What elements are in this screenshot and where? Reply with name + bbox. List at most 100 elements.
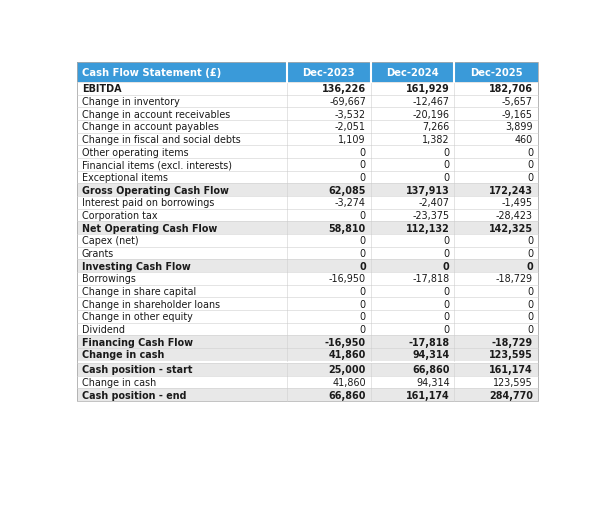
Bar	[371, 171, 454, 184]
Bar	[454, 272, 538, 285]
Bar	[287, 196, 371, 209]
Text: -18,729: -18,729	[492, 337, 533, 347]
Bar	[77, 95, 287, 108]
Bar	[371, 260, 454, 272]
Text: EBITDA: EBITDA	[82, 84, 122, 94]
Bar	[454, 222, 538, 234]
Bar	[454, 335, 538, 348]
Text: Net Operating Cash Flow: Net Operating Cash Flow	[82, 223, 217, 233]
Bar	[287, 376, 371, 388]
Bar	[371, 348, 454, 361]
Text: 284,770: 284,770	[489, 390, 533, 400]
Text: 0: 0	[360, 248, 366, 259]
Text: 0: 0	[360, 312, 366, 322]
Text: -69,667: -69,667	[329, 97, 366, 107]
Text: Change in shareholder loans: Change in shareholder loans	[82, 299, 220, 309]
Text: 62,085: 62,085	[329, 185, 366, 195]
Bar	[77, 247, 287, 260]
Text: -17,818: -17,818	[412, 274, 450, 284]
Bar	[287, 209, 371, 222]
Text: Change in account receivables: Change in account receivables	[82, 110, 230, 119]
Bar	[371, 247, 454, 260]
Text: -1,495: -1,495	[502, 198, 533, 208]
Text: 1,109: 1,109	[338, 135, 366, 144]
Bar	[454, 260, 538, 272]
Text: Financial items (excl. interests): Financial items (excl. interests)	[82, 160, 232, 170]
Text: 137,913: 137,913	[406, 185, 450, 195]
Bar	[77, 159, 287, 171]
Bar	[77, 222, 287, 234]
Bar	[454, 108, 538, 121]
Text: Borrowings: Borrowings	[82, 274, 136, 284]
Bar	[454, 209, 538, 222]
Bar	[77, 335, 287, 348]
Text: 0: 0	[527, 147, 533, 157]
Bar	[287, 159, 371, 171]
Text: 0: 0	[527, 160, 533, 170]
Bar	[287, 272, 371, 285]
Text: 0: 0	[443, 236, 450, 246]
Bar	[77, 323, 287, 335]
Text: Investing Cash Flow: Investing Cash Flow	[82, 261, 191, 271]
Bar	[287, 146, 371, 159]
Text: 0: 0	[360, 147, 366, 157]
Bar	[454, 323, 538, 335]
Bar	[77, 272, 287, 285]
Text: -9,165: -9,165	[502, 110, 533, 119]
Bar	[77, 121, 287, 133]
Text: Capex (net): Capex (net)	[82, 236, 139, 246]
Bar	[371, 83, 454, 95]
Bar	[454, 63, 538, 83]
Text: 161,174: 161,174	[489, 365, 533, 374]
Text: Financing Cash Flow: Financing Cash Flow	[82, 337, 193, 347]
Text: 66,860: 66,860	[328, 390, 366, 400]
Text: Cash position - end: Cash position - end	[82, 390, 187, 400]
Text: 0: 0	[443, 312, 450, 322]
Bar	[454, 234, 538, 247]
Bar	[454, 363, 538, 376]
Text: 0: 0	[360, 299, 366, 309]
Text: 0: 0	[360, 160, 366, 170]
Bar	[77, 361, 538, 363]
Text: -16,950: -16,950	[325, 337, 366, 347]
Text: Change in inventory: Change in inventory	[82, 97, 180, 107]
Bar	[77, 83, 287, 95]
Bar	[454, 388, 538, 401]
Text: 41,860: 41,860	[332, 377, 366, 387]
Text: Change in account payables: Change in account payables	[82, 122, 219, 132]
Bar	[454, 159, 538, 171]
Text: -20,196: -20,196	[413, 110, 450, 119]
Bar	[454, 348, 538, 361]
Bar	[77, 310, 287, 323]
Bar	[371, 209, 454, 222]
Text: 0: 0	[527, 324, 533, 334]
Text: 3,899: 3,899	[505, 122, 533, 132]
Bar	[77, 171, 287, 184]
Bar	[77, 285, 287, 297]
Text: Dec-2024: Dec-2024	[386, 68, 439, 78]
Bar	[77, 388, 287, 401]
Text: 0: 0	[443, 261, 450, 271]
Text: Exceptional items: Exceptional items	[82, 173, 168, 182]
Bar	[371, 272, 454, 285]
Bar	[371, 121, 454, 133]
Text: 161,929: 161,929	[406, 84, 450, 94]
Bar	[287, 222, 371, 234]
Text: 123,595: 123,595	[489, 349, 533, 360]
Text: 0: 0	[527, 173, 533, 182]
Text: 123,595: 123,595	[493, 377, 533, 387]
Text: 0: 0	[527, 236, 533, 246]
Bar	[371, 335, 454, 348]
Bar	[371, 146, 454, 159]
Text: 0: 0	[360, 324, 366, 334]
Text: -3,532: -3,532	[335, 110, 366, 119]
Bar	[287, 335, 371, 348]
Bar	[77, 376, 287, 388]
Bar	[371, 159, 454, 171]
Text: -5,657: -5,657	[502, 97, 533, 107]
Text: 0: 0	[359, 261, 366, 271]
Bar	[454, 196, 538, 209]
Text: 460: 460	[515, 135, 533, 144]
Bar	[371, 63, 454, 83]
Text: -16,950: -16,950	[329, 274, 366, 284]
